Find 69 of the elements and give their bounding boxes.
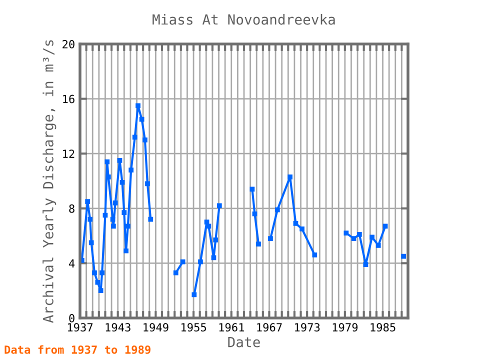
x-tick-label: 1961 <box>219 323 244 332</box>
y-tick-label: 16 <box>63 94 74 104</box>
point <box>198 259 203 264</box>
point <box>98 288 104 294</box>
point <box>148 216 154 222</box>
point <box>250 186 255 192</box>
point <box>268 236 273 241</box>
point <box>256 242 261 246</box>
x-tick-label: 1943 <box>106 323 130 332</box>
x-tick-label: 1949 <box>144 323 168 332</box>
point <box>344 230 349 236</box>
point <box>376 242 381 248</box>
point <box>252 211 258 216</box>
point <box>95 280 100 285</box>
point <box>275 207 280 212</box>
point <box>124 248 128 254</box>
y-tick-label: 4 <box>69 259 75 268</box>
point <box>173 270 178 276</box>
x-axis-title: Date <box>228 336 260 348</box>
point <box>142 137 148 142</box>
y-tick-label: 12 <box>63 150 74 158</box>
x-tick-label: 1955 <box>181 323 206 332</box>
x-tick-label: 1979 <box>332 323 358 332</box>
point <box>136 103 140 108</box>
point <box>357 232 362 237</box>
point <box>88 216 93 222</box>
point <box>88 240 94 246</box>
point <box>370 234 374 240</box>
point <box>100 270 105 276</box>
point <box>206 224 212 229</box>
point <box>92 270 97 276</box>
point <box>363 262 368 267</box>
point <box>110 216 116 222</box>
point <box>85 199 90 204</box>
x-tick-label: 1985 <box>370 323 396 332</box>
point <box>293 221 298 226</box>
point <box>351 236 356 241</box>
point <box>382 224 388 229</box>
point <box>132 134 138 140</box>
x-tick-label: 1973 <box>295 323 320 332</box>
y-tick-label: 0 <box>69 314 74 322</box>
point <box>120 180 125 185</box>
point <box>204 220 210 225</box>
point <box>216 203 222 208</box>
point <box>192 292 197 298</box>
point <box>128 168 134 172</box>
x-tick-label: 1937 <box>68 323 93 332</box>
point <box>122 210 127 215</box>
point <box>111 224 116 229</box>
point <box>139 116 144 122</box>
point <box>211 255 216 260</box>
point <box>117 158 122 163</box>
point <box>401 254 406 259</box>
point <box>112 200 118 206</box>
chart-title: Miass At Novoandreevka <box>152 14 335 25</box>
x-tick-label: 1967 <box>257 323 282 332</box>
point <box>312 252 318 258</box>
point <box>126 224 130 229</box>
text: Data from 1937 to 1989 <box>4 345 150 354</box>
point <box>213 237 218 242</box>
point <box>104 159 110 164</box>
point <box>288 174 292 180</box>
y-axis-title: Archival Yearly Discharge, in m³/s <box>42 40 56 323</box>
y-tick-label: 20 <box>62 40 74 48</box>
point <box>102 212 108 218</box>
y-tick-label: 8 <box>69 204 74 213</box>
point <box>180 259 186 264</box>
point <box>145 181 150 186</box>
point <box>300 226 304 232</box>
